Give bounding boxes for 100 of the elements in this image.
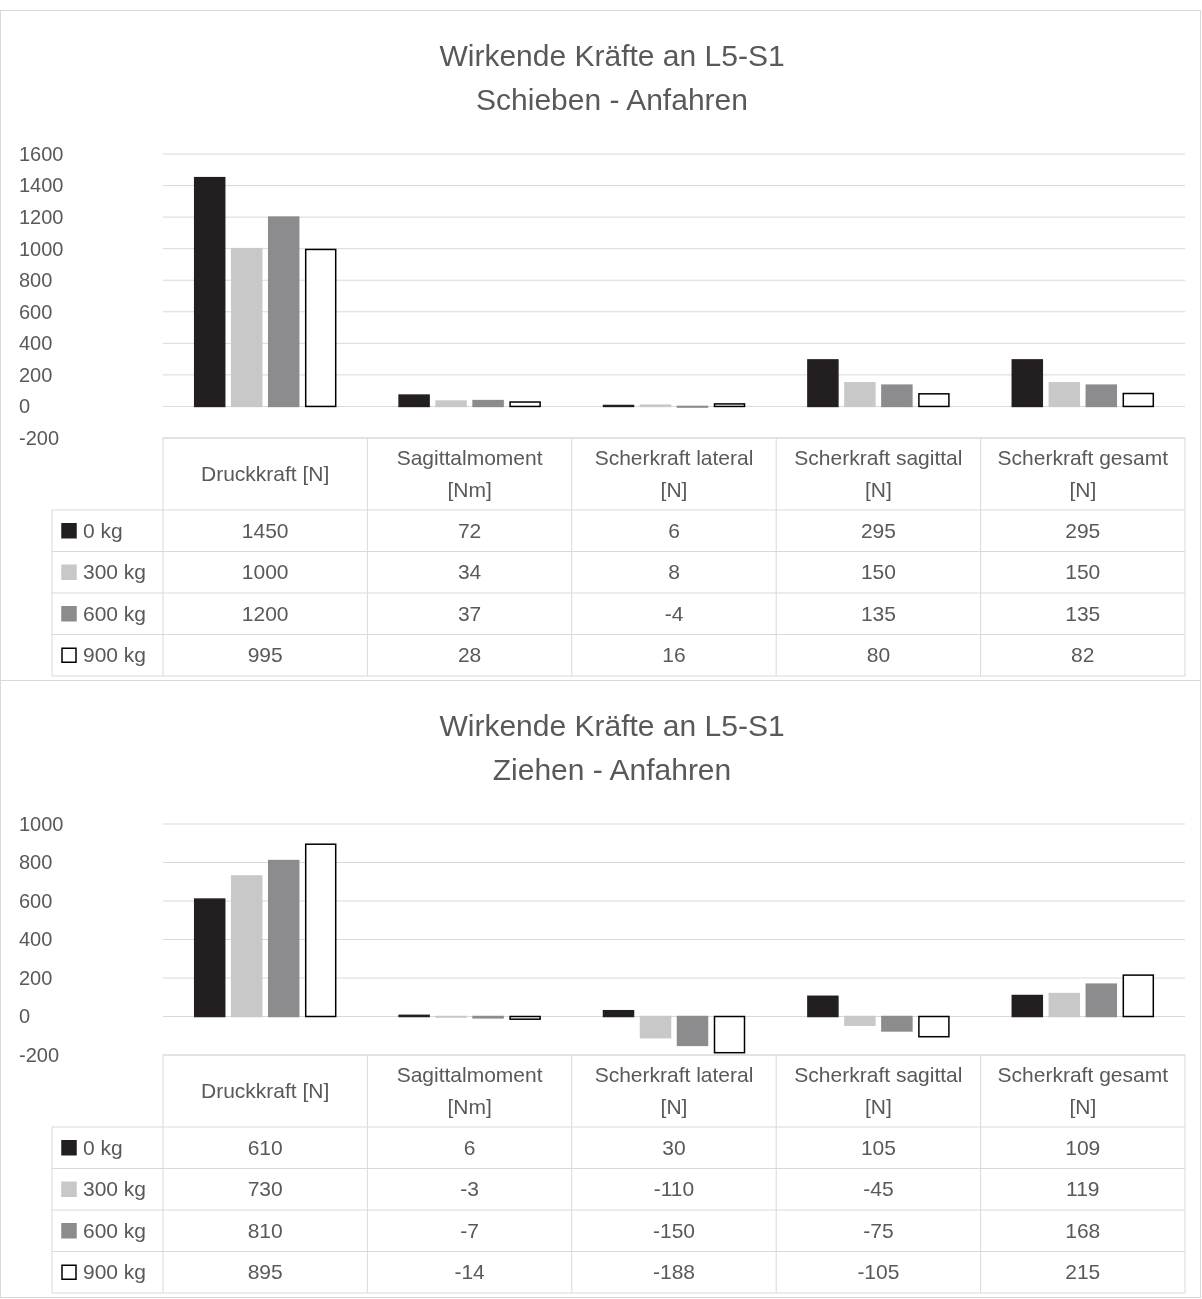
data-label: 135 (860, 601, 896, 625)
data-label: 30 (662, 1135, 686, 1159)
y-tick-label: 400 (19, 928, 53, 951)
data-label: 295 (860, 518, 896, 542)
bar (304, 248, 337, 408)
y-tick-label: 0 (19, 395, 31, 418)
data-label: 730 (247, 1177, 283, 1201)
bar (230, 247, 263, 408)
x-tick-label: Druckkraft [N] (201, 462, 330, 485)
x-tick-label: Scherkraft sagittal [N] (794, 446, 963, 501)
bar (1011, 994, 1044, 1018)
x-tick-label: Sagittalmoment [Nm] (396, 1063, 543, 1118)
data-label: -110 (653, 1177, 695, 1201)
legend-label: 0 kg (83, 1135, 123, 1159)
bar (1048, 992, 1081, 1018)
bar (713, 403, 746, 408)
bar (509, 1015, 541, 1020)
data-label: -105 (857, 1260, 900, 1284)
chart-subtitle: Ziehen - Anfahren (492, 753, 732, 786)
data-label: 8 (668, 560, 680, 584)
data-label: 295 (1065, 518, 1101, 542)
bar (1085, 384, 1118, 408)
data-label: -150 (652, 1218, 696, 1242)
y-tick-label: 1200 (19, 206, 64, 229)
bar (844, 382, 876, 408)
data-label: 168 (1065, 1218, 1101, 1242)
data-label: 810 (247, 1218, 283, 1242)
data-label: 80 (866, 643, 891, 667)
data-label: 610 (247, 1135, 283, 1159)
data-label: 109 (1065, 1135, 1101, 1159)
data-label: -14 (454, 1260, 486, 1284)
bar (881, 384, 913, 408)
y-tick-label: 400 (19, 332, 53, 355)
chart-title: Wirkende Kräfte an L5-S1 (439, 39, 785, 72)
bar (472, 399, 504, 408)
data-label: 16 (662, 643, 686, 667)
x-tick-label: Scherkraft gesamt [N] (997, 1063, 1169, 1118)
bar (267, 859, 300, 1018)
y-tick-label: -200 (19, 426, 60, 449)
data-label: 135 (1065, 601, 1101, 625)
bar (398, 394, 430, 408)
data-label: 1000 (241, 560, 289, 584)
bar (844, 1015, 876, 1026)
x-tick-label: Druckkraft [N] (201, 1079, 330, 1102)
bar (807, 359, 839, 408)
x-tick-label: Scherkraft sagittal [N] (794, 1063, 963, 1118)
bar (1122, 392, 1155, 408)
data-label: 150 (860, 560, 896, 584)
bar (918, 1015, 950, 1038)
data-label: -3 (460, 1177, 479, 1201)
bar (1085, 983, 1118, 1018)
x-tick-label: Sagittalmoment [Nm] (396, 446, 543, 501)
data-label: 72 (457, 518, 482, 542)
y-tick-label: 600 (19, 300, 53, 323)
data-label: -45 (863, 1177, 894, 1201)
legend-label: 600 kg (83, 601, 147, 625)
y-tick-label: 200 (19, 966, 53, 989)
data-label: 34 (457, 560, 482, 584)
y-tick-label: 1000 (19, 237, 64, 260)
legend-label: 0 kg (83, 518, 123, 542)
legend-label: 300 kg (83, 1177, 147, 1201)
bar (435, 400, 467, 408)
y-tick-label: 1400 (19, 174, 64, 197)
data-label: 105 (860, 1135, 896, 1159)
data-label: 150 (1065, 560, 1101, 584)
bar (713, 1015, 746, 1054)
data-label: -4 (664, 601, 684, 625)
legend-label: 600 kg (83, 1218, 147, 1242)
bar (304, 843, 337, 1018)
y-tick-label: 1000 (19, 812, 64, 835)
data-label: 6 (463, 1135, 476, 1159)
chart-subtitle: Schieben - Anfahren (476, 83, 748, 116)
y-tick-label: 600 (19, 889, 53, 912)
data-label: -75 (863, 1218, 894, 1242)
data-label: 82 (1071, 643, 1095, 667)
data-label: 28 (457, 643, 482, 667)
bar (807, 995, 839, 1018)
bar (267, 216, 300, 408)
y-tick-label: 200 (19, 363, 53, 386)
y-tick-label: 0 (19, 1005, 31, 1028)
data-label: 37 (457, 601, 482, 625)
legend-label: 900 kg (83, 1260, 147, 1284)
y-tick-label: -200 (19, 1043, 60, 1066)
bar (230, 875, 263, 1018)
bar (602, 1009, 635, 1018)
data-label: 895 (247, 1260, 283, 1284)
data-label: -7 (460, 1218, 479, 1242)
bar (1011, 359, 1044, 408)
bar (193, 176, 226, 408)
bar (1048, 382, 1081, 408)
y-tick-label: 1600 (19, 142, 64, 165)
data-label: 1450 (241, 518, 289, 542)
data-label: 995 (247, 643, 283, 667)
x-tick-label: Scherkraft lateral [N] (594, 446, 754, 501)
bar (1122, 974, 1155, 1018)
bar (676, 1015, 709, 1047)
data-label: 1200 (241, 601, 289, 625)
y-tick-label: 800 (19, 269, 53, 292)
data-label: 6 (668, 518, 680, 542)
legend-label: 300 kg (83, 560, 147, 584)
